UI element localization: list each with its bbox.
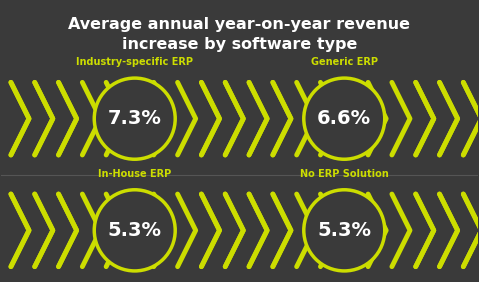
Text: Generic ERP: Generic ERP xyxy=(311,57,378,67)
Text: 7.3%: 7.3% xyxy=(108,109,162,128)
Text: 6.6%: 6.6% xyxy=(317,109,371,128)
Text: In-House ERP: In-House ERP xyxy=(98,169,171,179)
Text: Average annual year-on-year revenue
increase by software type: Average annual year-on-year revenue incr… xyxy=(68,17,411,52)
Text: No ERP Solution: No ERP Solution xyxy=(300,169,388,179)
Text: Industry-specific ERP: Industry-specific ERP xyxy=(76,57,193,67)
Ellipse shape xyxy=(94,190,175,271)
Ellipse shape xyxy=(304,78,385,159)
Ellipse shape xyxy=(304,190,385,271)
Text: 5.3%: 5.3% xyxy=(317,221,371,240)
Text: 5.3%: 5.3% xyxy=(108,221,162,240)
Ellipse shape xyxy=(94,78,175,159)
